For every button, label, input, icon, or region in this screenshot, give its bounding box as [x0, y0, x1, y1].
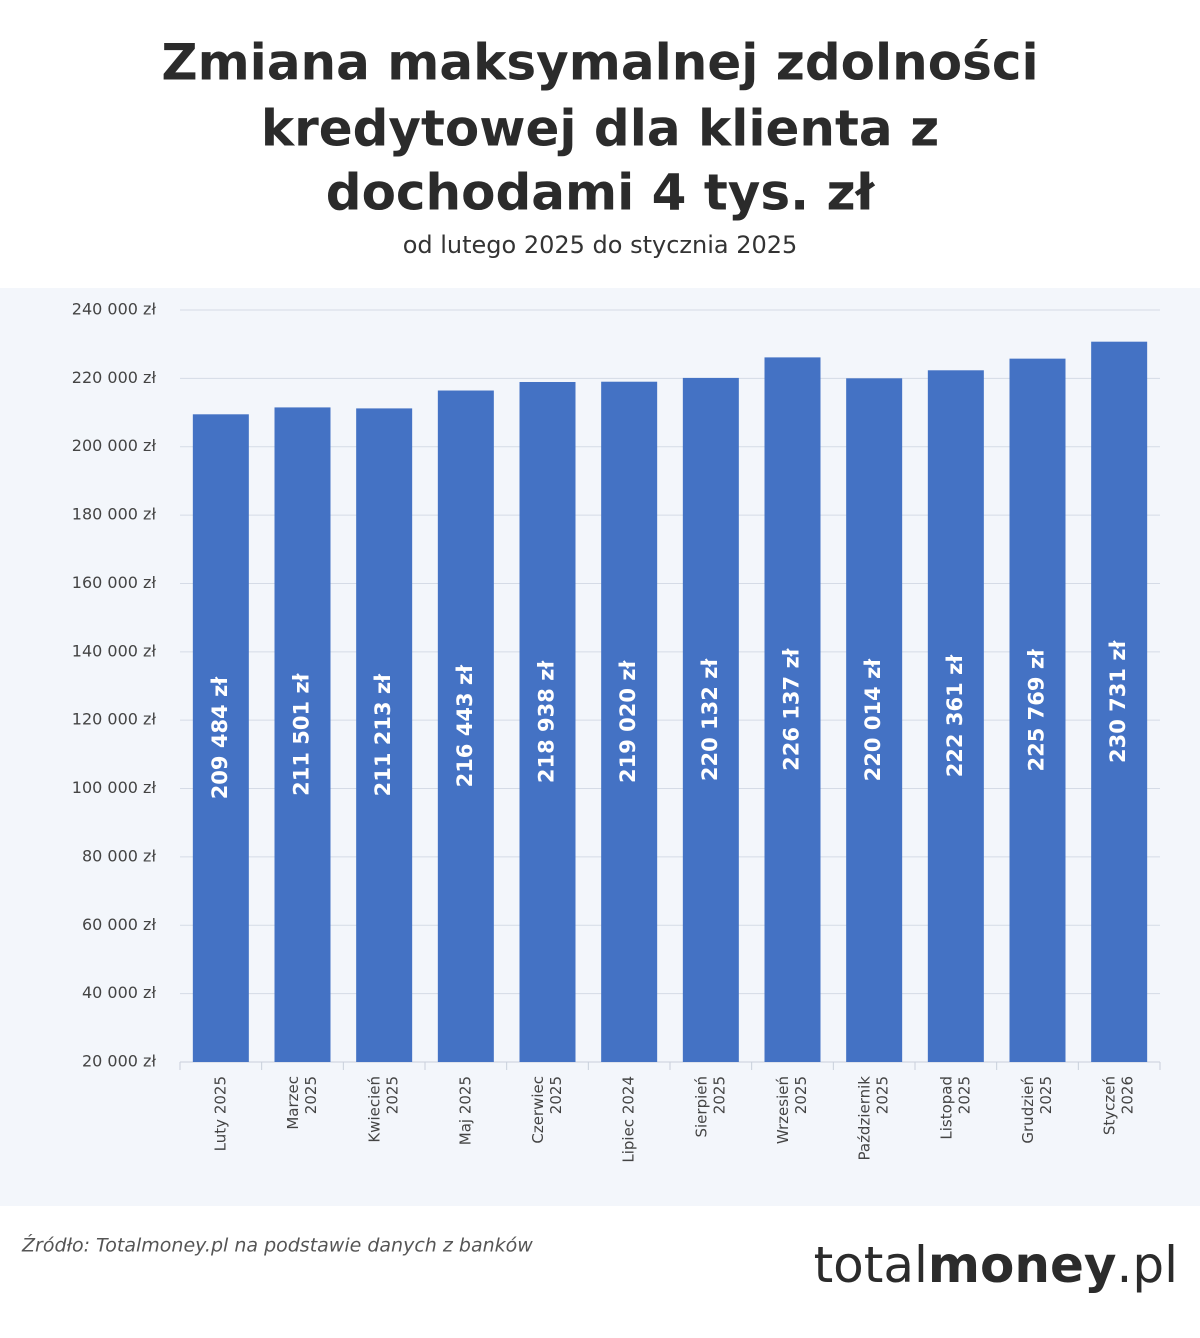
- bar: [356, 408, 413, 1063]
- y-tick-label: 80 000 zł: [82, 846, 156, 865]
- chart-title: dochodami 4 tys. zł: [326, 164, 876, 222]
- value-label: 220 014 zł: [861, 658, 885, 782]
- value-label: 222 361 zł: [943, 654, 967, 778]
- bar: [601, 381, 658, 1062]
- bar: [1009, 358, 1066, 1062]
- x-tick-label: 2025: [1037, 1076, 1055, 1114]
- x-tick-label: Czerwiec: [529, 1076, 547, 1144]
- bar: [519, 381, 576, 1062]
- value-label: 211 213 zł: [371, 673, 395, 797]
- x-tick-label: Listopad: [937, 1076, 955, 1140]
- value-label: 230 731 zł: [1106, 639, 1130, 763]
- y-tick-label: 240 000 zł: [72, 300, 157, 319]
- value-label: 218 938 zł: [535, 660, 559, 784]
- logo: totalmoney.pl: [814, 1236, 1178, 1294]
- x-tick-label: 2025: [547, 1076, 565, 1114]
- value-label: 225 769 zł: [1025, 648, 1049, 772]
- source-note: Źródło: Totalmoney.pl na podstawie danyc…: [21, 1234, 533, 1257]
- y-tick-label: 160 000 zł: [72, 573, 157, 592]
- value-label: 209 484 zł: [208, 676, 232, 800]
- y-tick-label: 60 000 zł: [82, 915, 156, 934]
- x-tick-label: 2026: [1119, 1076, 1137, 1114]
- x-tick-label: Maj 2025: [456, 1076, 474, 1145]
- bar: [927, 370, 984, 1062]
- x-tick-label: Grudzień: [1019, 1076, 1037, 1144]
- x-tick-label: Kwiecień: [366, 1076, 384, 1143]
- x-tick-label: Październik: [856, 1076, 874, 1161]
- x-tick-label: 2025: [384, 1076, 402, 1114]
- x-tick-label: Styczeń: [1101, 1076, 1119, 1135]
- bar: [682, 377, 739, 1062]
- value-label: 226 137 zł: [780, 647, 804, 771]
- x-tick-label: Sierpień: [692, 1076, 710, 1138]
- x-tick-label: 2025: [302, 1076, 320, 1114]
- bar: [846, 378, 903, 1062]
- y-tick-label: 220 000 zł: [72, 368, 157, 387]
- y-tick-label: 140 000 zł: [72, 641, 157, 660]
- x-tick-label: 2025: [792, 1076, 810, 1114]
- y-tick-label: 100 000 zł: [72, 778, 157, 797]
- chart-subtitle: od lutego 2025 do stycznia 2025: [403, 231, 798, 259]
- chart-title: kredytowej dla klienta z: [261, 100, 939, 158]
- x-tick-label: Luty 2025: [211, 1076, 229, 1151]
- x-tick-label: Lipiec 2024: [620, 1076, 638, 1163]
- y-tick-label: 200 000 zł: [72, 436, 157, 455]
- value-label: 211 501 zł: [290, 672, 314, 796]
- bar: [1091, 341, 1148, 1063]
- bar: [437, 390, 494, 1062]
- x-tick-label: 2025: [874, 1076, 892, 1114]
- value-label: 219 020 zł: [616, 659, 640, 783]
- y-tick-label: 120 000 zł: [72, 710, 157, 729]
- x-tick-label: 2025: [710, 1076, 728, 1114]
- x-tick-label: 2025: [955, 1076, 973, 1114]
- y-tick-label: 40 000 zł: [82, 983, 156, 1002]
- value-label: 216 443 zł: [453, 664, 477, 788]
- bar: [764, 357, 821, 1063]
- x-tick-label: Wrzesień: [774, 1076, 792, 1144]
- bar: [274, 407, 331, 1062]
- chart-title: Zmiana maksymalnej zdolności: [161, 34, 1038, 92]
- y-tick-label: 20 000 zł: [82, 1052, 156, 1071]
- bar: [192, 414, 249, 1063]
- value-label: 220 132 zł: [698, 658, 722, 782]
- logo-part: money: [928, 1236, 1117, 1294]
- y-tick-label: 180 000 zł: [72, 505, 157, 524]
- x-tick-label: Marzec: [284, 1076, 302, 1130]
- logo-part: .pl: [1116, 1236, 1178, 1294]
- logo-part: total: [814, 1236, 928, 1294]
